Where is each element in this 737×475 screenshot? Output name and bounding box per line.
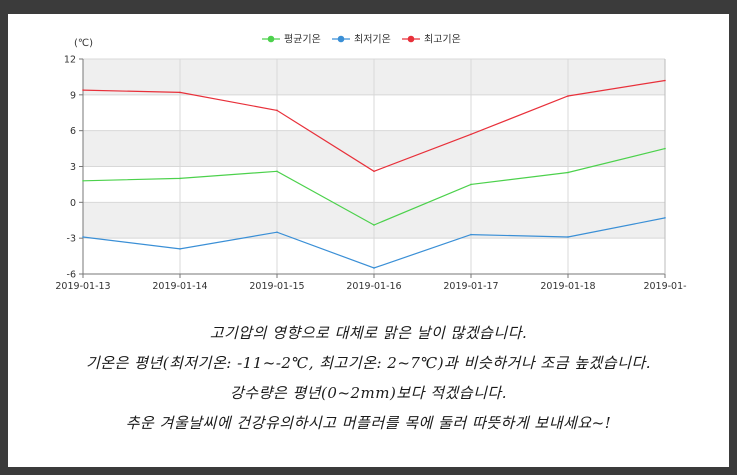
series-3-point	[373, 170, 375, 173]
y-unit-label: (℃)	[74, 38, 93, 49]
x-tick-label: 2019-01-17	[443, 281, 498, 292]
y-tick-label: 3	[70, 162, 76, 173]
chart-svg: -6 -3 0 3 6 9 12 2019-01-13 2019-01-14 2019-01-15…	[55, 34, 686, 293]
series-2-point	[373, 267, 375, 269]
forecast-notes: 고기압의 영향으로 대체로 맑은 날이 많겠습니다. 기온은 평년(최저기온: …	[0, 318, 737, 438]
x-tick-label: 2019-01-15	[249, 281, 304, 292]
series-3-point	[82, 89, 84, 91]
series-3-point	[179, 91, 181, 94]
forecast-note-2: 기온은 평년(최저기온: -11~-2℃, 최고기온: 2~7℃)과 비슷하거나…	[85, 354, 652, 372]
series-3-point	[276, 109, 278, 112]
series-2-point	[664, 217, 666, 219]
y-tick-label: -6	[67, 270, 76, 281]
series-1-point	[179, 177, 181, 180]
series-2-point	[470, 233, 472, 236]
legend-marker	[407, 35, 415, 43]
series-2-point	[567, 236, 569, 238]
series-1-point	[567, 171, 569, 174]
series-3-point	[664, 79, 666, 82]
series-2-point	[179, 248, 181, 250]
y-tick-label: 6	[70, 126, 76, 137]
series-2-point	[82, 236, 84, 238]
y-tick-label: 12	[64, 55, 76, 66]
x-tick-label: 2019-01-16	[346, 281, 401, 292]
series-1-point	[373, 224, 375, 226]
series-1-point	[470, 183, 472, 186]
forecast-note-3: 강수량은 평년(0~2mm)보다 적겠습니다.	[229, 384, 507, 402]
series-1-point	[82, 180, 84, 182]
legend-marker	[337, 35, 345, 43]
x-tick-label: 2019-01-14	[152, 281, 207, 292]
temperature-chart: -6 -3 0 3 6 9 12 2019-01-13 2019-01-14 2019-01-15…	[55, 34, 686, 293]
x-tick-label: 2019-01-18	[540, 281, 595, 292]
legend-marker	[267, 35, 275, 43]
x-tick-label: 2019-01-	[643, 281, 686, 292]
x-tick-label: 2019-01-13	[55, 281, 110, 292]
y-tick-label: 0	[70, 198, 76, 209]
legend-label: 최저기온	[354, 34, 391, 46]
series-2-point	[276, 231, 278, 233]
forecast-note-1: 고기압의 영향으로 대체로 맑은 날이 많겠습니다.	[209, 324, 528, 342]
series-1-point	[664, 147, 666, 150]
legend-label: 최고기온	[424, 34, 461, 46]
forecast-note-4: 추운 겨울날씨에 건강유의하시고 머플러를 목에 둘러 따뜻하게 보내세요~!	[125, 414, 612, 432]
series-3-point	[567, 95, 569, 97]
series-1-point	[276, 170, 278, 173]
y-tick-label: -3	[67, 234, 76, 245]
y-tick-label: 9	[70, 90, 76, 101]
legend-label: 평균기온	[284, 34, 321, 46]
series-3-point	[470, 133, 472, 136]
